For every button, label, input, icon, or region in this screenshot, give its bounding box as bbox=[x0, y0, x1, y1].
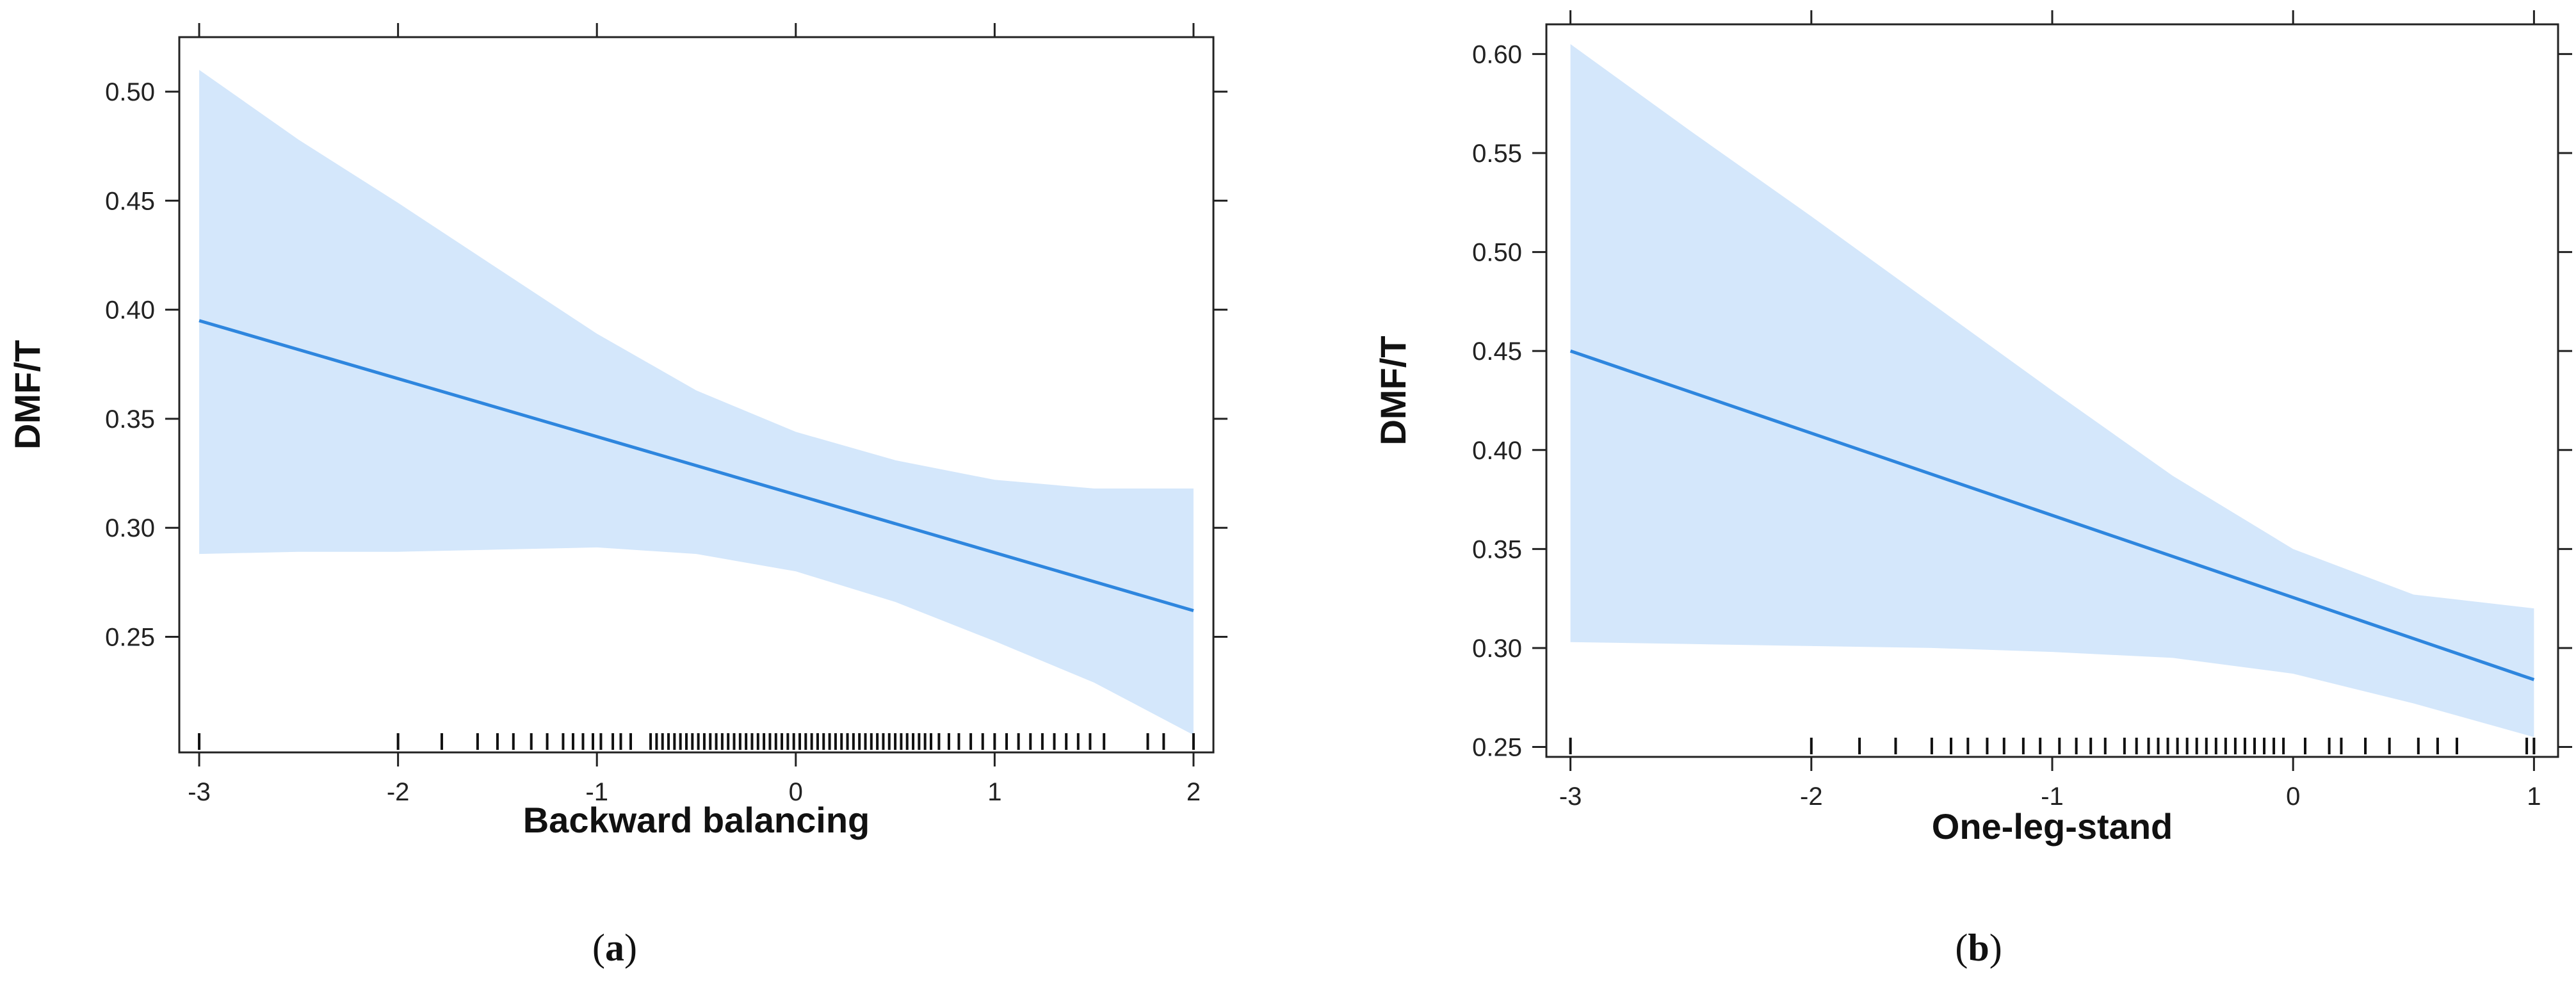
y-tick-label: 0.25 bbox=[1472, 734, 1522, 762]
chart-panel-a: -3 -2 -1 0 1 2 0.25 0.30 0.35 0.40 0.45 0.50 Backwar… bbox=[7, 23, 1227, 969]
x-tick-label: -3 bbox=[1559, 782, 1582, 811]
y-tick-label: 0.45 bbox=[105, 187, 155, 215]
y-axis-title: DMF/T bbox=[7, 340, 47, 450]
x-tick-label: -3 bbox=[188, 778, 211, 806]
y-tick-label: 0.40 bbox=[1472, 437, 1522, 465]
x-tick-label: 0 bbox=[2286, 782, 2300, 811]
y-tick-label: 0.35 bbox=[105, 405, 155, 434]
x-tick-label: -1 bbox=[2041, 782, 2064, 811]
panel-label-close-paren: ) bbox=[624, 927, 637, 969]
x-tick-label: 1 bbox=[987, 778, 1001, 806]
x-tick-label: -2 bbox=[1800, 782, 1823, 811]
panel-label-open-paren: ( bbox=[592, 927, 605, 969]
plot-frame bbox=[178, 36, 1215, 754]
y-tick-label: 0.60 bbox=[1472, 40, 1522, 69]
panel-label-open-paren: ( bbox=[1955, 927, 1968, 969]
fitted-line bbox=[198, 319, 1194, 613]
y-tick-label: 0.35 bbox=[1472, 535, 1522, 563]
y-tick-label: 0.30 bbox=[1472, 635, 1522, 663]
panel-label-close-paren: ) bbox=[1989, 927, 2002, 969]
y-tick-label: 0.40 bbox=[105, 296, 155, 325]
panel-label-letter: b bbox=[1968, 927, 1989, 969]
y-tick-label: 0.30 bbox=[105, 514, 155, 542]
panel-label: (a) bbox=[592, 927, 637, 969]
x-tick-label: -1 bbox=[585, 778, 608, 806]
y-axis-title: DMF/T bbox=[1373, 336, 1413, 445]
y-tick-label: 0.45 bbox=[1472, 337, 1522, 366]
x-tick-label: -2 bbox=[387, 778, 410, 806]
confidence-band bbox=[1570, 44, 2534, 738]
fitted-line bbox=[1569, 349, 2535, 681]
x-axis-title: One-leg-stand bbox=[1932, 806, 2173, 847]
x-tick-label: 2 bbox=[1187, 778, 1201, 806]
y-tick-label: 0.25 bbox=[105, 624, 155, 652]
panel-label-letter: a bbox=[605, 927, 624, 969]
y-tick-label: 0.50 bbox=[1472, 239, 1522, 267]
x-tick-label: 1 bbox=[2527, 782, 2541, 811]
x-axis-title: Backward balancing bbox=[523, 800, 870, 840]
chart-panel-b: -3 -2 -1 0 1 0.25 0.30 0.35 0.40 0.45 0.50 0.55 0.60… bbox=[1373, 10, 2572, 969]
y-tick-label: 0.55 bbox=[1472, 140, 1522, 168]
x-tick-label: 0 bbox=[789, 778, 803, 806]
y-tick-label: 0.50 bbox=[105, 78, 155, 106]
panel-label: (b) bbox=[1955, 927, 2002, 969]
confidence-band bbox=[199, 70, 1194, 735]
